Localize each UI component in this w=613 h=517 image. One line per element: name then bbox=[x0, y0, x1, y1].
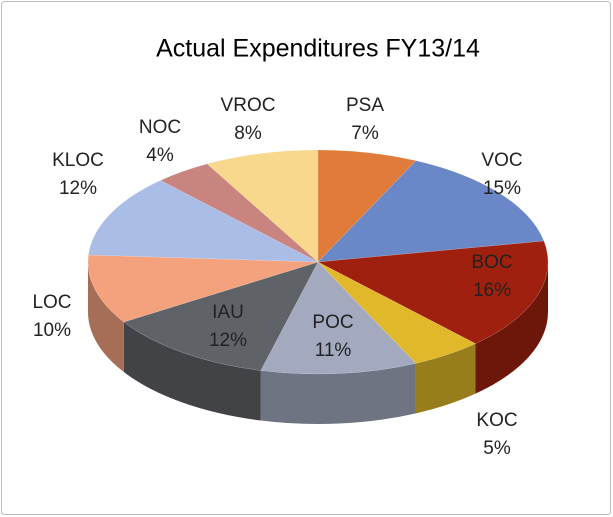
slice-label: KLOC bbox=[52, 150, 104, 171]
slice bbox=[260, 261, 417, 375]
slice-side bbox=[415, 343, 476, 414]
slice bbox=[317, 261, 477, 364]
chart-title: Actual Expenditures FY13/14 bbox=[156, 35, 480, 63]
slice bbox=[317, 149, 417, 263]
slice bbox=[87, 254, 319, 323]
slice-value-label: 5% bbox=[483, 438, 511, 459]
slice-value-label: 16% bbox=[473, 280, 511, 301]
slice-label: VOC bbox=[481, 150, 522, 171]
slice bbox=[123, 261, 319, 371]
slice-label: POC bbox=[312, 312, 353, 333]
slice-value-label: 11% bbox=[315, 340, 352, 361]
slice bbox=[88, 180, 319, 263]
slice-side bbox=[88, 262, 124, 373]
slice-label: PSA bbox=[346, 95, 384, 116]
slice-value-label: 10% bbox=[33, 320, 71, 341]
slice-label: LOC bbox=[32, 292, 71, 313]
slice-value-label: 8% bbox=[234, 123, 262, 144]
slice-label: NOC bbox=[139, 117, 181, 138]
slice-label: BOC bbox=[471, 252, 512, 273]
slice bbox=[206, 149, 319, 263]
slice-value-label: 15% bbox=[483, 178, 521, 199]
slice bbox=[317, 160, 545, 263]
slice-value-label: 12% bbox=[59, 178, 97, 199]
slice-value-label: 4% bbox=[146, 145, 174, 166]
slice-value-label: 12% bbox=[209, 330, 247, 351]
slice-side bbox=[123, 322, 261, 421]
slice-label: IAU bbox=[212, 302, 244, 323]
slice bbox=[317, 240, 549, 344]
slice-side bbox=[475, 262, 548, 394]
slice-value-label: 7% bbox=[351, 123, 379, 144]
slice-label: KOC bbox=[476, 410, 517, 431]
slice-side bbox=[260, 363, 416, 425]
slice-label: VROC bbox=[221, 95, 276, 116]
slice bbox=[159, 163, 319, 263]
